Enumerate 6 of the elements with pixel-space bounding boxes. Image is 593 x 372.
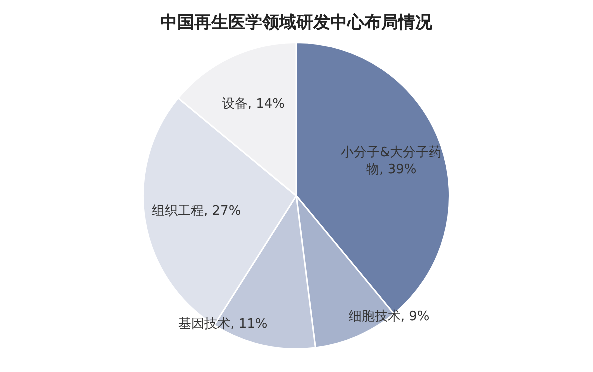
slice-label: 细胞技术, 9% bbox=[348, 309, 430, 324]
chart-title: 中国再生医学领域研发中心布局情况 bbox=[160, 12, 434, 35]
slice-label: 小分子&大分子药物, 39% bbox=[341, 146, 442, 178]
slice-label: 基因技术, 11% bbox=[178, 316, 268, 332]
slice-label: 设备, 14% bbox=[222, 96, 286, 112]
slice-label: 组织工程, 27% bbox=[152, 204, 242, 220]
